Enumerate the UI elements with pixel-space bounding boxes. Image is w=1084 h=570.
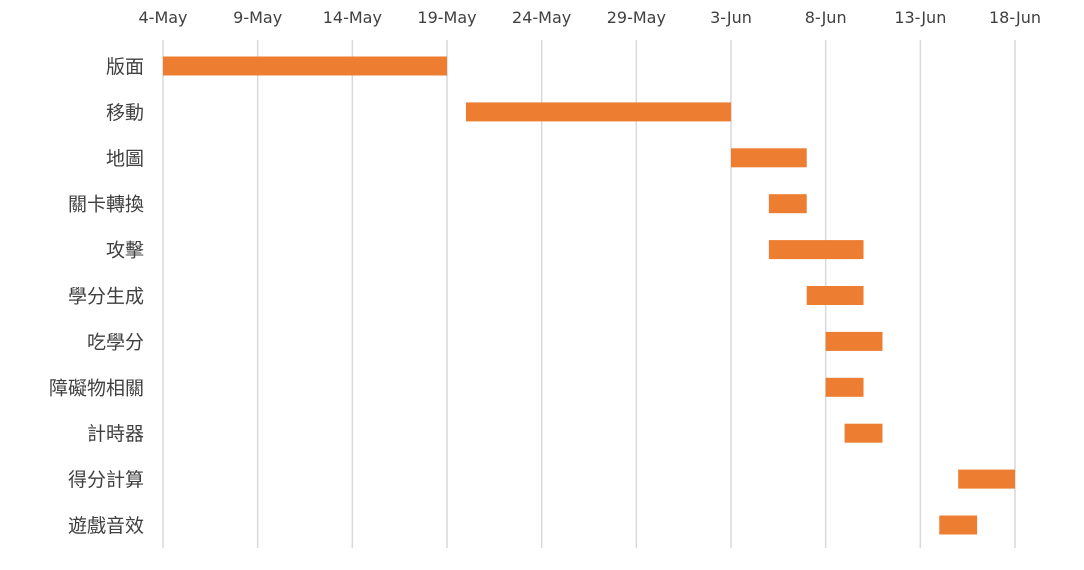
task-label: 得分計算 bbox=[68, 469, 144, 491]
task-bar bbox=[768, 194, 807, 214]
task-bar bbox=[844, 423, 883, 443]
task-label: 吃學分 bbox=[87, 331, 144, 353]
task-label: 移動 bbox=[106, 102, 144, 124]
task-bar bbox=[768, 240, 864, 260]
task-label: 遊戲音效 bbox=[68, 515, 144, 537]
task-bar bbox=[825, 331, 883, 351]
x-axis-tick-labels: 4-May 9-May 14-May 19-May 24-May 29-May 3-Jun 8… bbox=[138, 8, 1041, 27]
task-label: 攻擊 bbox=[106, 240, 144, 262]
task-bar bbox=[731, 148, 807, 168]
task-bar bbox=[958, 469, 1015, 489]
task-label: 關卡轉換 bbox=[68, 194, 144, 216]
x-tick-label: 9-May bbox=[233, 8, 282, 27]
task-bar bbox=[806, 286, 864, 305]
x-tick-label: 8-Jun bbox=[805, 8, 847, 27]
x-tick-label: 4-May bbox=[138, 8, 187, 27]
x-tick-label: 18-Jun bbox=[989, 8, 1041, 27]
task-bar bbox=[825, 377, 864, 397]
gridlines bbox=[162, 40, 1016, 548]
x-tick-label: 13-Jun bbox=[894, 8, 946, 27]
task-label: 地圖 bbox=[106, 148, 144, 170]
task-label: 計時器 bbox=[87, 423, 144, 445]
task-bars bbox=[163, 56, 1015, 535]
x-tick-label: 19-May bbox=[417, 8, 476, 27]
x-tick-label: 3-Jun bbox=[710, 8, 752, 27]
x-tick-label: 29-May bbox=[607, 8, 666, 27]
task-bar bbox=[163, 56, 447, 76]
x-tick-label: 24-May bbox=[512, 8, 571, 27]
task-label: 學分生成 bbox=[68, 286, 144, 308]
task-bar bbox=[939, 515, 978, 535]
task-label: 版面 bbox=[106, 56, 144, 78]
x-tick-label: 14-May bbox=[323, 8, 382, 27]
task-bar bbox=[465, 102, 731, 122]
task-label: 障礙物相關 bbox=[49, 377, 144, 399]
